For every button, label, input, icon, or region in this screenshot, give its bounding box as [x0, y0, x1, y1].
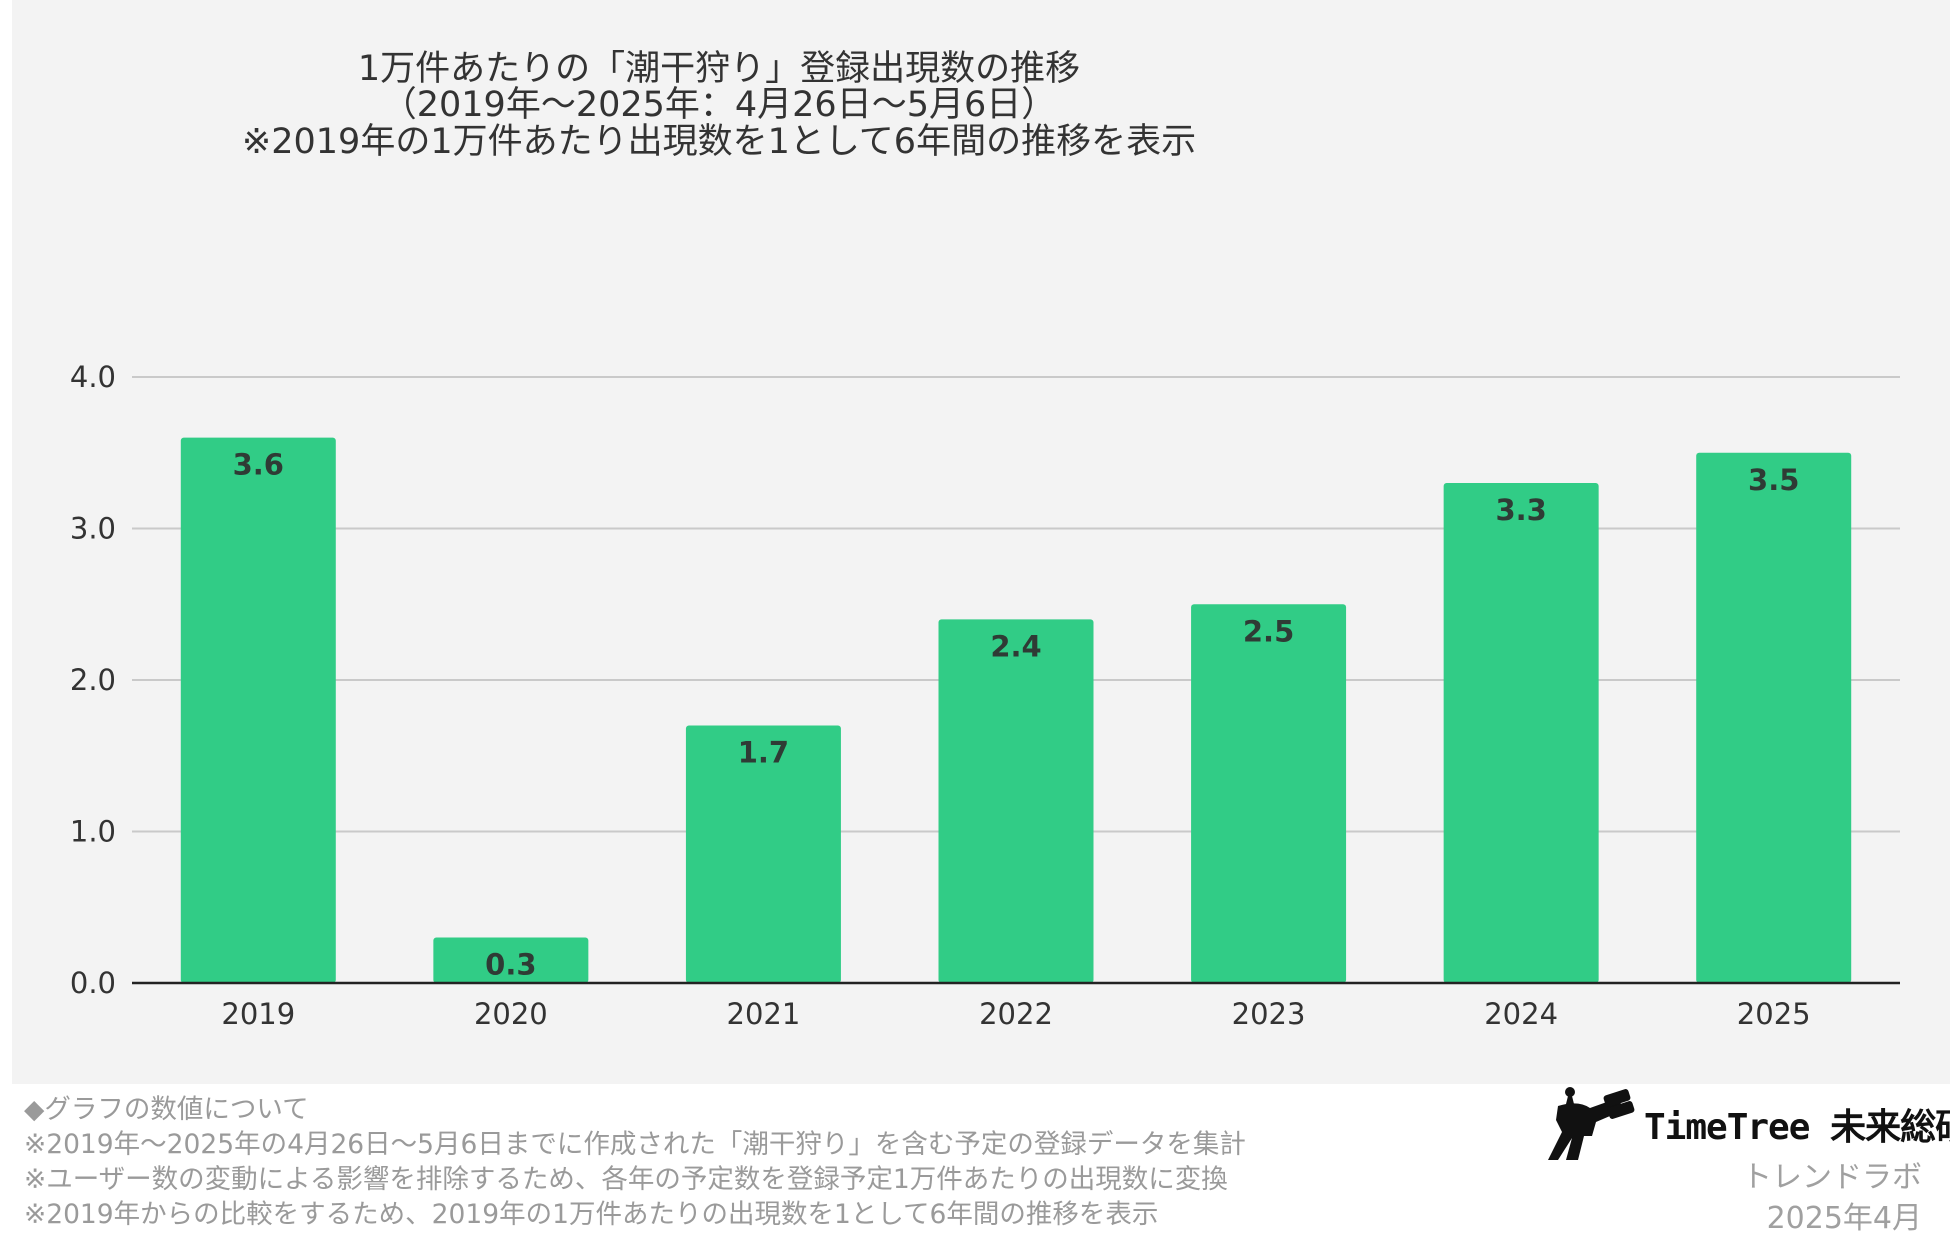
binoculars-person-icon	[1548, 1087, 1635, 1160]
bars	[180, 437, 1852, 984]
x-tick-label-2019: 2019	[221, 997, 295, 1031]
x-tick-label-2021: 2021	[727, 997, 801, 1031]
x-tick-label-2022: 2022	[979, 997, 1053, 1031]
notes-line-2: ※ユーザー数の変動による影響を排除するため、各年の予定数を登録予定1万件あたりの…	[24, 1164, 1228, 1195]
data-label-2019: 3.6	[233, 448, 284, 482]
chart-title: 1万件あたりの「潮干狩り」登録出現数の推移 （2019年〜2025年：4月26日…	[242, 49, 1196, 162]
brand-block: TimeTree 未来総研	[1548, 1082, 1950, 1162]
data-label-2025: 3.5	[1748, 463, 1799, 497]
data-label-2022: 2.4	[990, 629, 1041, 663]
chart-title-line-1: 1万件あたりの「潮干狩り」登録出現数の推移	[358, 49, 1080, 89]
brand-date: 2025年4月	[1766, 1201, 1922, 1236]
y-tick-label: 0.0	[70, 966, 116, 1000]
chart-notes: ◆グラフの数値について ※2019年〜2025年の4月26日〜5月6日までに作成…	[24, 1092, 1246, 1232]
chart-title-line-3: ※2019年の1万件あたり出現数を1として6年間の推移を表示	[242, 122, 1196, 162]
x-axis-ticks: 2019 2020 2021 2022 2023 2024 2025	[221, 997, 1810, 1031]
bar-2023	[1191, 604, 1347, 983]
chart-panel: 1万件あたりの「潮干狩り」登録出現数の推移 （2019年〜2025年：4月26日…	[12, 0, 1950, 1084]
bar-2020	[433, 937, 589, 983]
brand-name: TimeTree 未来総研	[1644, 1107, 1950, 1148]
notes-line-3: ※2019年からの比較をするため、2019年の1万件あたりの出現数を1として6年…	[24, 1199, 1159, 1230]
bar-2024	[1443, 483, 1599, 983]
chart-title-line-2: （2019年〜2025年：4月26日〜5月6日）	[382, 85, 1057, 125]
x-tick-label-2024: 2024	[1484, 997, 1558, 1031]
bar-chart: 1万件あたりの「潮干狩り」登録出現数の推移 （2019年〜2025年：4月26日…	[70, 49, 1900, 1031]
y-tick-label: 1.0	[70, 815, 116, 849]
data-label-2021: 1.7	[738, 735, 789, 769]
bar-2025	[1696, 452, 1852, 983]
y-tick-label: 2.0	[70, 663, 116, 697]
data-label-2020: 0.3	[485, 948, 536, 982]
brand-subtitle-block: トレンドラボ 2025年4月	[1742, 1157, 1922, 1239]
x-tick-label-2023: 2023	[1232, 997, 1306, 1031]
y-tick-label: 4.0	[70, 360, 116, 394]
bar-2021	[685, 725, 841, 983]
data-label-2023: 2.5	[1243, 614, 1294, 648]
y-axis-ticks: 0.0 1.0 2.0 3.0 4.0	[70, 360, 116, 1000]
bar-2019	[180, 437, 336, 984]
brand-subtitle: トレンドラボ	[1742, 1160, 1922, 1195]
notes-heading: ◆グラフの数値について	[24, 1094, 309, 1125]
x-tick-label-2020: 2020	[474, 997, 548, 1031]
data-label-2024: 3.3	[1495, 493, 1546, 527]
data-labels: 3.6 0.3 1.7 2.4 2.5 3.3 3.5	[233, 448, 1800, 982]
bar-2022	[938, 619, 1094, 983]
notes-line-1: ※2019年〜2025年の4月26日〜5月6日までに作成された「潮干狩り」を含む…	[24, 1129, 1246, 1160]
y-tick-label: 3.0	[70, 512, 116, 546]
x-tick-label-2025: 2025	[1737, 997, 1811, 1031]
